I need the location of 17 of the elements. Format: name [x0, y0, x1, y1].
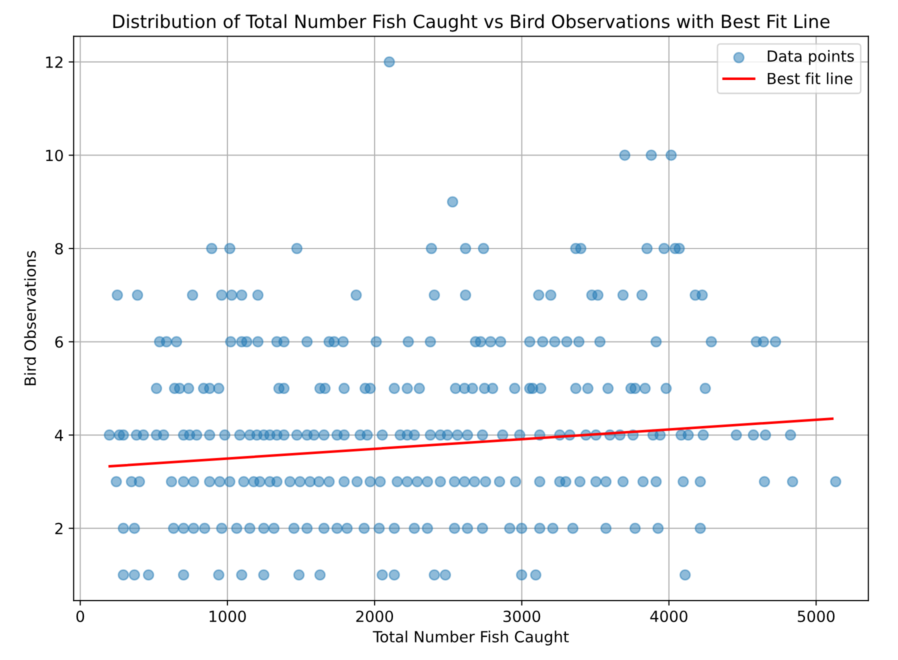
x-tick-label: 3000: [504, 610, 540, 622]
x-tick-label: 1000: [210, 610, 246, 622]
legend-label: Data points: [768, 50, 854, 65]
y-tick-label: 12: [46, 56, 62, 68]
y-tick-label: 2: [55, 522, 62, 534]
x-tick-label: 5000: [798, 610, 835, 622]
chart-title: Distribution of Total Number Fish Caught vs Bird Observations with Best Fit Line: [113, 14, 830, 32]
legend-label: Best fit line: [768, 72, 852, 84]
x-tick-label: 0: [76, 610, 84, 622]
y-tick-label: 4: [54, 430, 64, 441]
y-tick-label: 10: [46, 150, 63, 162]
x-tick-label: 4000: [650, 610, 688, 622]
y-tick-label: 6: [55, 336, 63, 348]
x-axis-title: Total Number Fish Caught: [372, 630, 569, 646]
y-axis-title: Bird Observations: [24, 251, 36, 386]
x-tick-label: 2000: [356, 610, 394, 622]
y-tick-label: 8: [55, 242, 63, 255]
